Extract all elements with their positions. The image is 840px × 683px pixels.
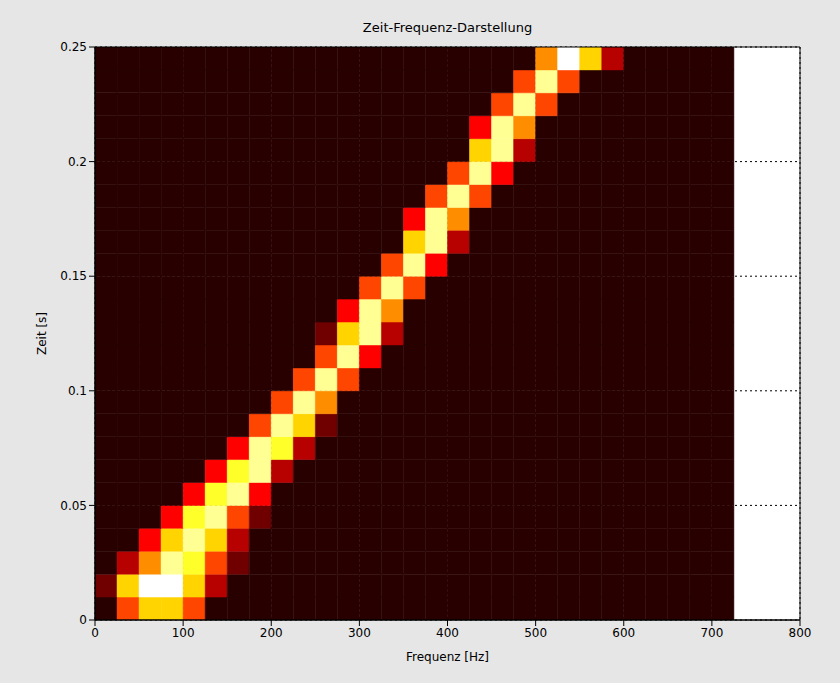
- svg-text:0: 0: [79, 613, 87, 627]
- svg-text:800: 800: [789, 626, 812, 640]
- svg-text:0.2: 0.2: [68, 155, 87, 169]
- svg-text:500: 500: [524, 626, 547, 640]
- svg-text:0.15: 0.15: [60, 269, 87, 283]
- svg-text:100: 100: [172, 626, 195, 640]
- svg-text:0.1: 0.1: [68, 384, 87, 398]
- html-text:Zeit-Frequenz-Darstellung: Zeit-Frequenz-Darstellung: [362, 20, 533, 35]
- svg-text:0.05: 0.05: [60, 499, 87, 513]
- svg-text:Zeit [s]: Zeit [s]: [35, 312, 49, 355]
- svg-text:700: 700: [700, 626, 723, 640]
- svg-text:600: 600: [612, 626, 635, 640]
- svg-text:Frequenz [Hz]: Frequenz [Hz]: [406, 650, 489, 664]
- svg-text:200: 200: [260, 626, 283, 640]
- svg-text:0: 0: [91, 626, 99, 640]
- svg-text:0.25: 0.25: [60, 40, 87, 54]
- svg-text:400: 400: [436, 626, 459, 640]
- svg-text:300: 300: [348, 626, 371, 640]
